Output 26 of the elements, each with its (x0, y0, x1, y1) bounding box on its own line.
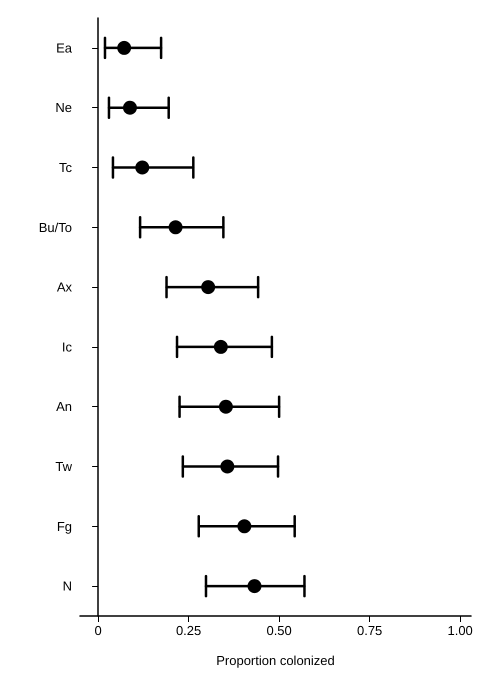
y-tick-label: Ic (62, 339, 72, 354)
point (122, 100, 137, 115)
x-tick-label: 0.75 (356, 623, 382, 638)
y-tick-label: Tw (55, 459, 73, 474)
point (248, 579, 262, 594)
point (237, 519, 252, 534)
y-tick-label: Bu/To (38, 220, 72, 235)
y-tick-label: Tc (59, 160, 72, 175)
point (135, 160, 150, 174)
y-tick-label: An (56, 399, 72, 414)
x-tick-label: 0 (94, 623, 102, 638)
point (168, 220, 183, 234)
y-tick-label: N (62, 578, 72, 594)
x-tick-label: 0.50 (266, 623, 292, 638)
x-tick-label: 0.25 (176, 623, 202, 638)
point (214, 340, 228, 354)
y-tick-label: Fg (56, 518, 72, 534)
y-tick-label: Ne (55, 100, 72, 116)
x-tick-label: 1.00 (447, 623, 473, 638)
point (220, 460, 234, 474)
point (201, 280, 216, 294)
point (117, 40, 132, 55)
y-tick-label: Ea (56, 40, 73, 56)
x-axis-title: Proportion colonized (216, 653, 335, 668)
point (218, 400, 233, 414)
y-tick-label: Ax (56, 280, 72, 295)
